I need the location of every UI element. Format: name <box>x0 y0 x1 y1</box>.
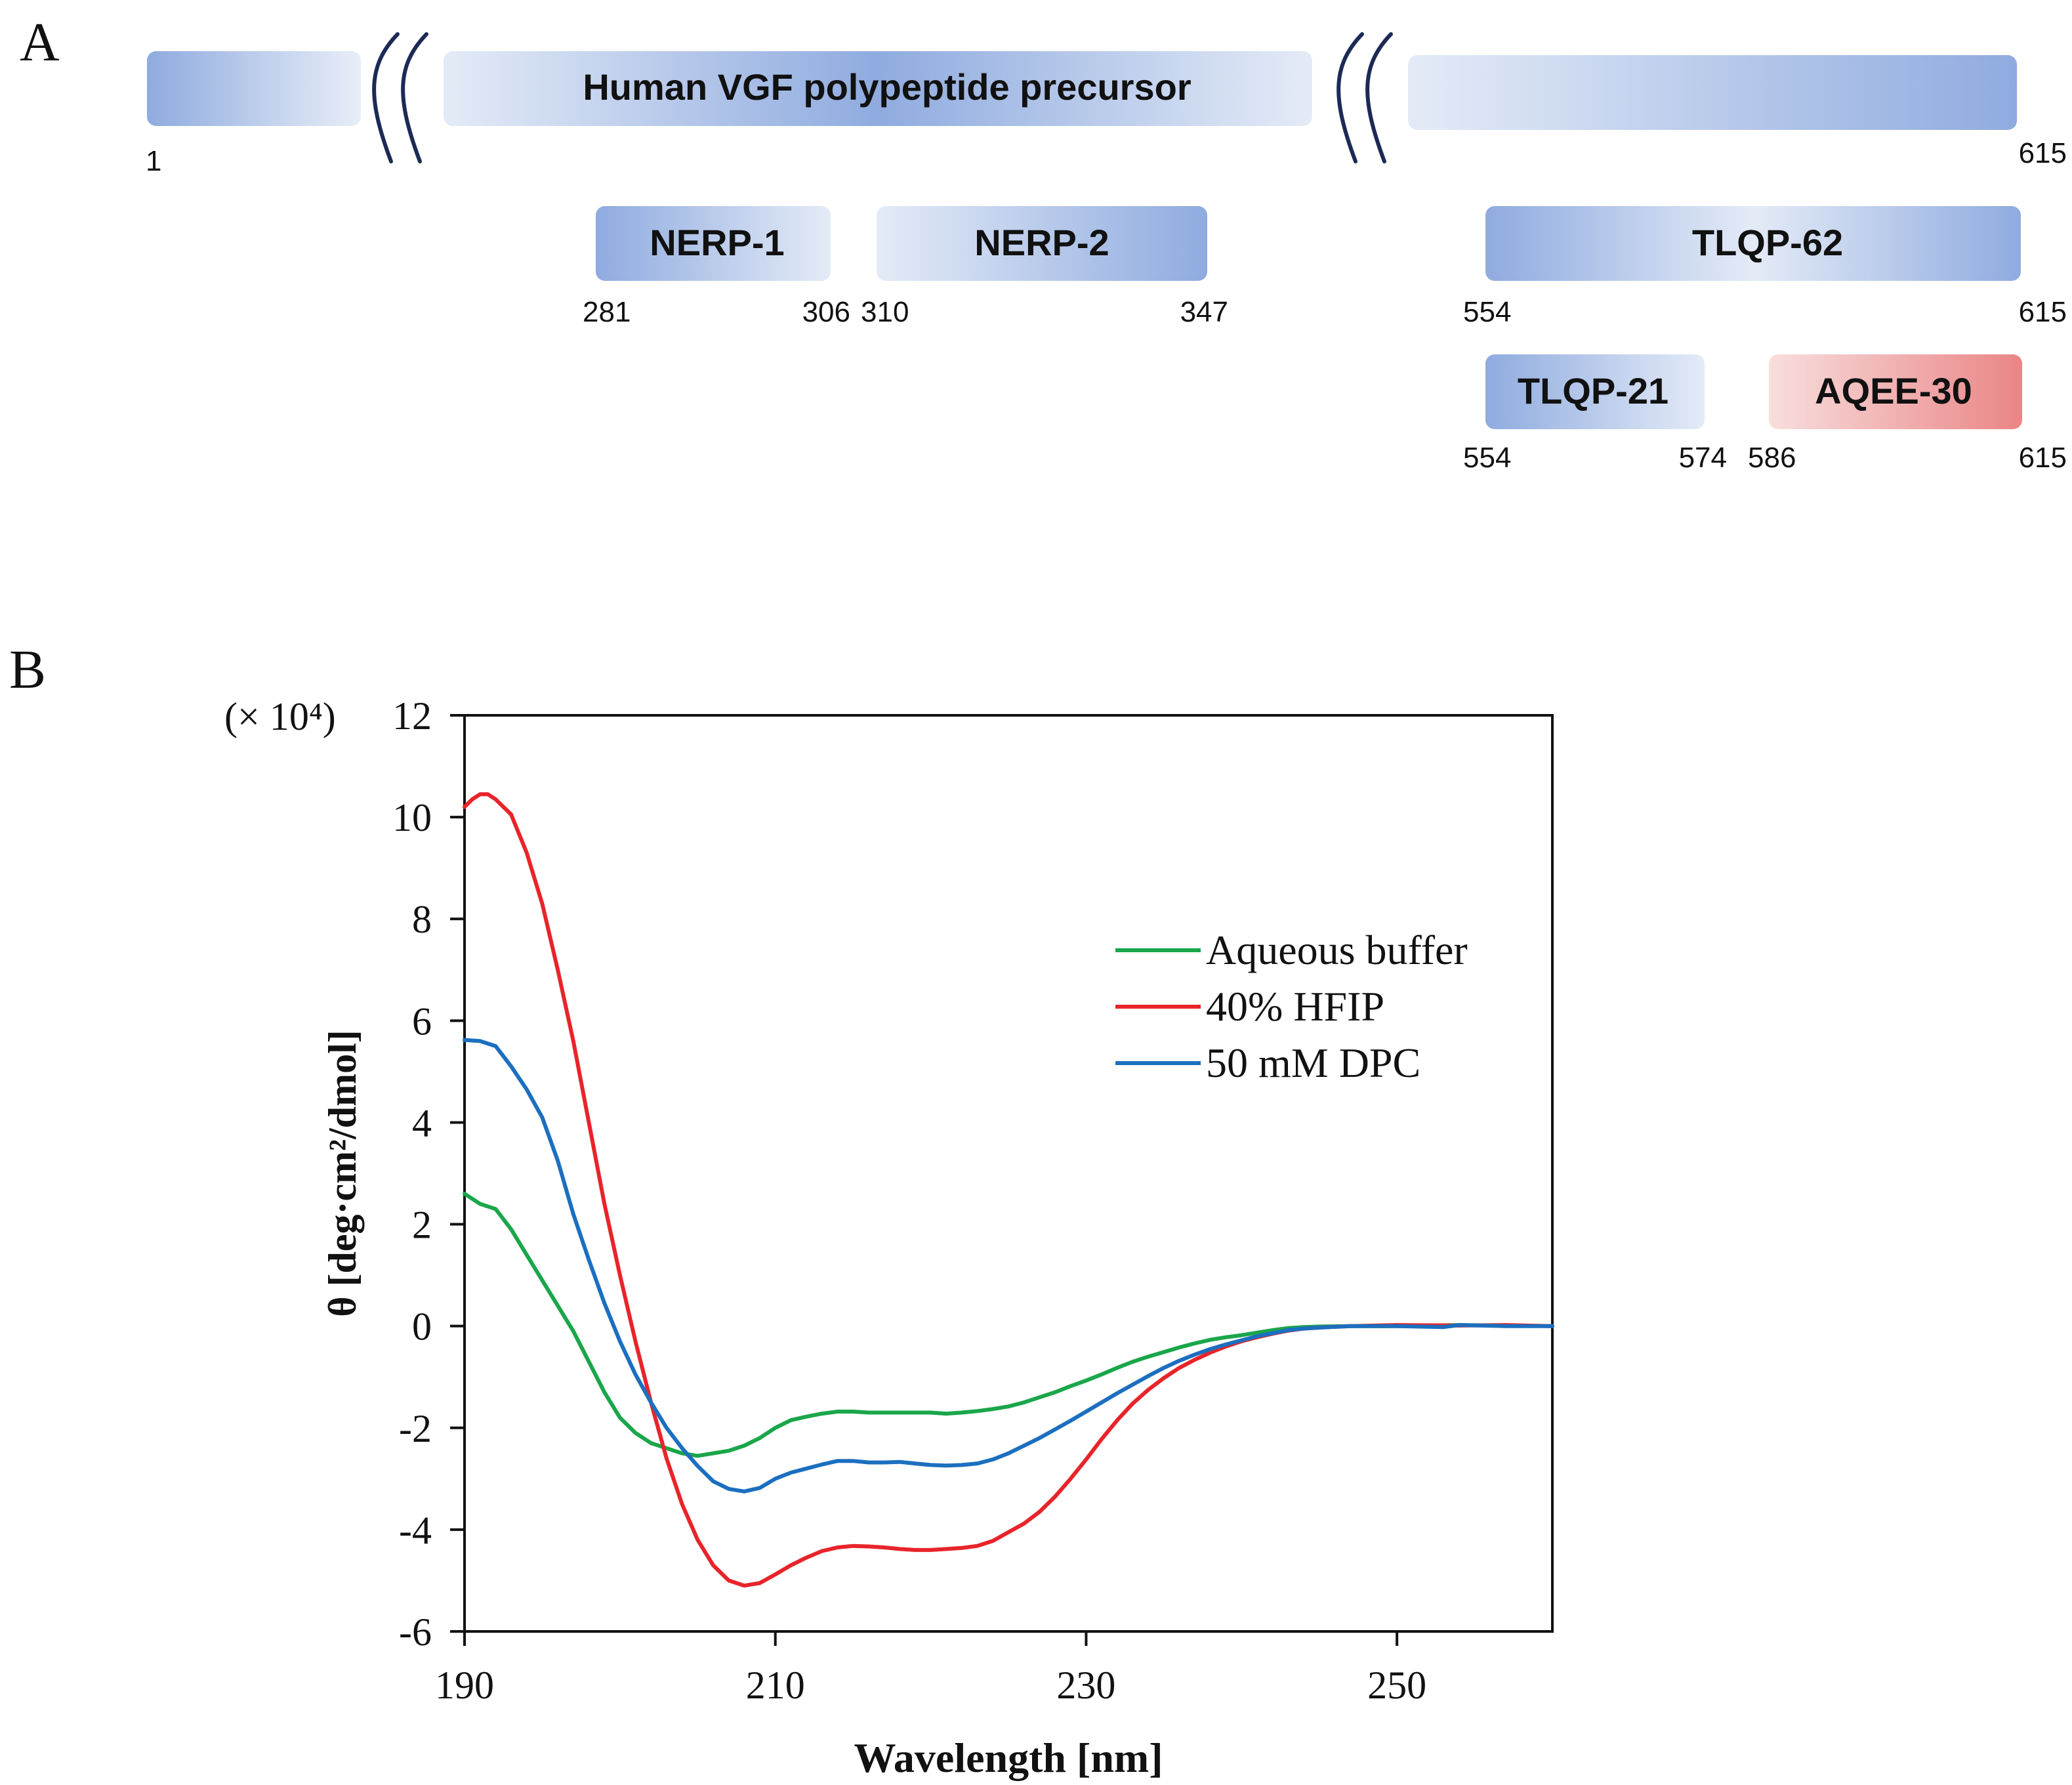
panel-b-label: B <box>9 639 46 700</box>
panel-b: B -6 -4 -2 0 2 4 6 8 10 12 190 210 230 250 (× 10⁴) θ… <box>9 639 1554 1781</box>
fragment-name: NERP-2 <box>974 222 1109 263</box>
x-tick-label: 250 <box>1367 1664 1426 1707</box>
fragment-tlqp-62: TLQP-62 554 615 <box>1463 206 2067 328</box>
fragment-start-residue: 586 <box>1748 442 1796 474</box>
precursor-segment-right <box>1408 55 2017 130</box>
series-lines <box>463 792 1554 1588</box>
x-axis-title: Wavelength [nm] <box>854 1734 1163 1781</box>
legend-label: 50 mM DPC <box>1206 1040 1420 1086</box>
fragment-bar <box>1769 354 2022 429</box>
fragment-tlqp-21: TLQP-21 554 574 <box>1463 354 1727 474</box>
panel-a: A Human VGF polypeptide precursor 1 615 … <box>20 12 2067 474</box>
y-tick-label: -4 <box>399 1509 432 1552</box>
series-line-2 <box>463 1038 1554 1494</box>
break-mark-left-icon <box>372 32 428 163</box>
fragment-end-residue: 615 <box>2019 296 2067 328</box>
fragment-bar <box>1485 206 2021 281</box>
y-multiplier-label: (× 10⁴) <box>224 695 336 738</box>
fragment-start-residue: 554 <box>1463 296 1511 328</box>
y-tick-label: -2 <box>399 1407 432 1450</box>
precursor-start-residue: 1 <box>146 145 161 177</box>
fragment-start-residue: 310 <box>861 296 909 328</box>
fragment-end-residue: 574 <box>1679 442 1727 474</box>
y-tick-label: 2 <box>412 1204 432 1247</box>
precursor-title: Human VGF polypeptide precursor <box>583 66 1191 108</box>
legend-label: 40% HFIP <box>1206 983 1384 1030</box>
y-tick-label: 8 <box>412 898 432 941</box>
panel-a-label: A <box>20 12 60 73</box>
precursor-end-residue: 615 <box>2019 137 2067 169</box>
y-tick-label: 0 <box>412 1305 432 1349</box>
series-line-0 <box>463 1192 1554 1458</box>
y-tick-label: 10 <box>392 796 432 839</box>
fragment-nerp-2: NERP-2 310 347 <box>861 206 1228 328</box>
fragment-name: TLQP-62 <box>1692 222 1843 263</box>
legend-label: Aqueous buffer <box>1206 927 1468 973</box>
fragment-end-residue: 306 <box>802 296 850 328</box>
fragment-start-residue: 281 <box>583 296 631 328</box>
fragment-end-residue: 615 <box>2019 442 2067 474</box>
fragment-name: AQEE-30 <box>1815 370 1972 411</box>
y-tick-label: 6 <box>412 999 432 1043</box>
precursor-segment-left <box>147 51 361 126</box>
x-tick-label: 230 <box>1056 1664 1115 1707</box>
cd-spectrum-chart: -6 -4 -2 0 2 4 6 8 10 12 190 210 230 250 (× 10⁴) θ [… <box>224 694 1554 1781</box>
y-tick-label: 12 <box>392 694 432 738</box>
y-axis: -6 -4 -2 0 2 4 6 8 10 12 <box>392 694 465 1654</box>
fragment-start-residue: 554 <box>1463 442 1511 474</box>
x-tick-label: 210 <box>746 1664 805 1707</box>
fragment-bar <box>1485 354 1705 429</box>
fragment-aqee-30: AQEE-30 586 615 <box>1748 354 2067 474</box>
y-tick-label: 4 <box>412 1101 432 1144</box>
chart-legend: Aqueous buffer 40% HFIP 50 mM DPC <box>1115 927 1468 1086</box>
precursor-bar: Human VGF polypeptide precursor 1 615 <box>146 32 2067 177</box>
break-mark-right-icon <box>1336 32 1393 163</box>
x-axis: 190 210 230 250 <box>435 1631 1426 1707</box>
y-tick-label: -6 <box>399 1610 432 1654</box>
plot-area <box>463 714 1554 1633</box>
fragment-bar <box>596 206 831 281</box>
precursor-segment-middle <box>444 51 1312 126</box>
fragment-bar <box>877 206 1207 281</box>
y-axis-title: θ [deg·cm²/dmol] <box>321 1030 364 1317</box>
fragment-name: TLQP-21 <box>1518 370 1668 411</box>
series-line-1 <box>463 792 1554 1588</box>
fragment-end-residue: 347 <box>1180 296 1228 328</box>
x-tick-label: 190 <box>435 1664 494 1707</box>
fragment-name: NERP-1 <box>650 222 784 263</box>
fragment-nerp-1: NERP-1 281 306 <box>583 206 850 328</box>
